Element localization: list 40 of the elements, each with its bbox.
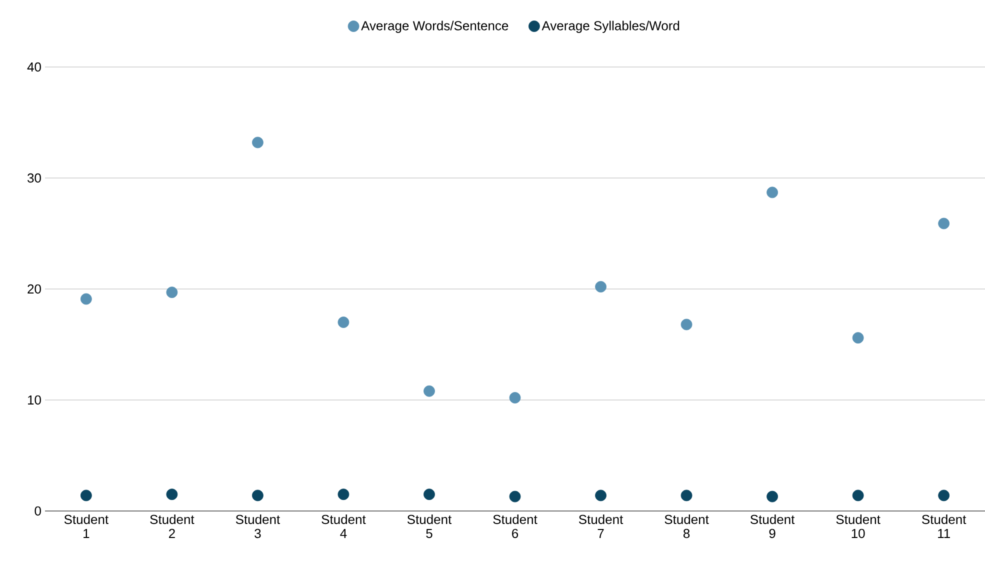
point <box>938 218 950 230</box>
point <box>338 488 350 500</box>
point <box>595 490 606 502</box>
point <box>80 490 92 502</box>
x-tick-label: Student 9 <box>750 514 795 538</box>
point <box>252 490 264 502</box>
x-tick-label: Student 11 <box>922 514 966 538</box>
point <box>595 281 606 292</box>
point <box>166 488 178 500</box>
x-tick-label: Student 3 <box>236 514 280 538</box>
x-tick-label: Student 6 <box>493 514 538 538</box>
y-tick-label: 40 <box>27 62 41 72</box>
point <box>338 316 350 328</box>
legend-label: Average Words/Sentence <box>361 20 508 33</box>
y-tick-label: 0 <box>34 506 41 516</box>
point <box>509 392 521 404</box>
legend-label: Average Syllables/Word <box>542 20 680 33</box>
point <box>680 490 692 502</box>
x-tick-label: Student 1 <box>64 514 108 538</box>
x-tick-label: Student 2 <box>150 514 194 538</box>
point <box>80 293 92 305</box>
y-tick-label: 10 <box>28 395 41 405</box>
point <box>680 318 692 330</box>
x-tick-label: Student 7 <box>578 514 624 538</box>
y-tick-label: 30 <box>28 173 41 183</box>
y-tick-label: 20 <box>28 284 41 294</box>
point <box>424 385 435 397</box>
point <box>166 286 178 298</box>
x-tick-label: Student 10 <box>836 514 880 538</box>
x-tick-label: Student 4 <box>322 514 366 538</box>
x-tick-label: Student 8 <box>664 514 709 538</box>
point <box>852 490 864 502</box>
point <box>852 332 864 344</box>
point <box>509 490 521 502</box>
point <box>424 488 435 500</box>
x-tick-label: Student 5 <box>407 514 452 538</box>
point <box>766 490 778 502</box>
point <box>766 186 778 198</box>
point <box>252 136 264 148</box>
point <box>938 490 950 502</box>
